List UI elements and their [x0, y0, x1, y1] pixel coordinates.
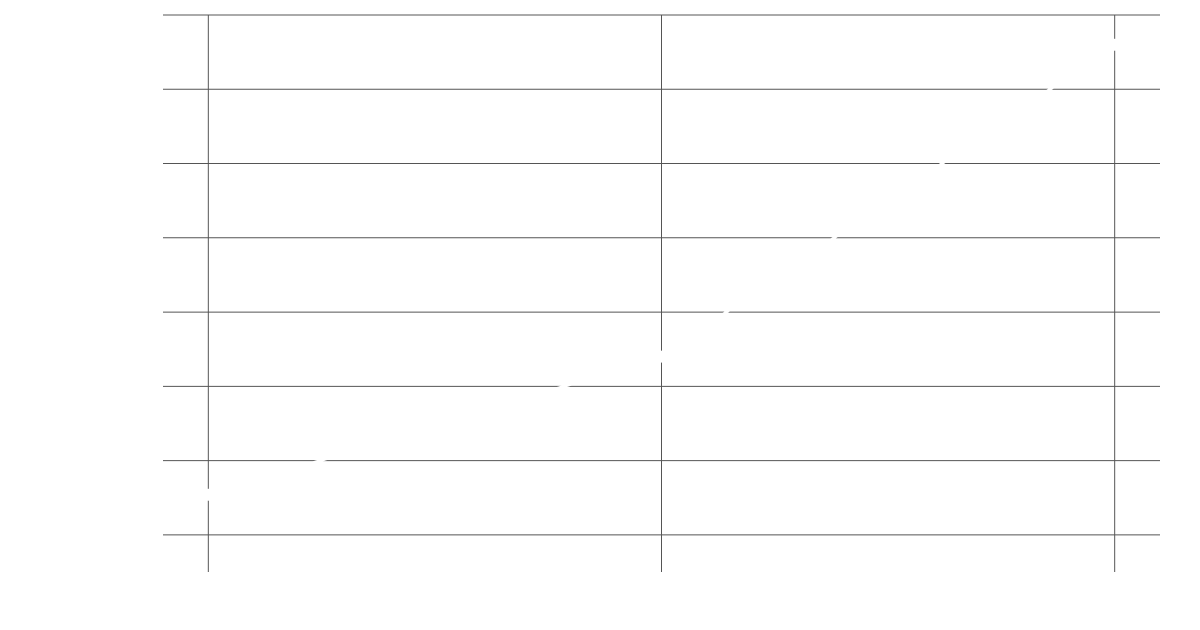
y-tick-label: 6 — [147, 82, 155, 97]
y-tick-label: 5 — [147, 156, 155, 171]
y-tick-label: 3 — [147, 305, 155, 320]
data-point — [1108, 38, 1121, 51]
x-tick-label: 0 — [204, 581, 212, 596]
data-point — [655, 350, 668, 363]
y-tick-label: 1 — [147, 453, 155, 468]
y-tick-label: 2 — [147, 379, 155, 394]
x-tick-label: 2 — [1111, 581, 1119, 596]
y-tick-label: 4 — [147, 230, 155, 245]
x-tick-label: 1 — [657, 581, 665, 596]
data-point — [202, 488, 215, 501]
y-tick-label: 0 — [147, 527, 155, 542]
y-tick-label: 7 — [147, 8, 155, 23]
